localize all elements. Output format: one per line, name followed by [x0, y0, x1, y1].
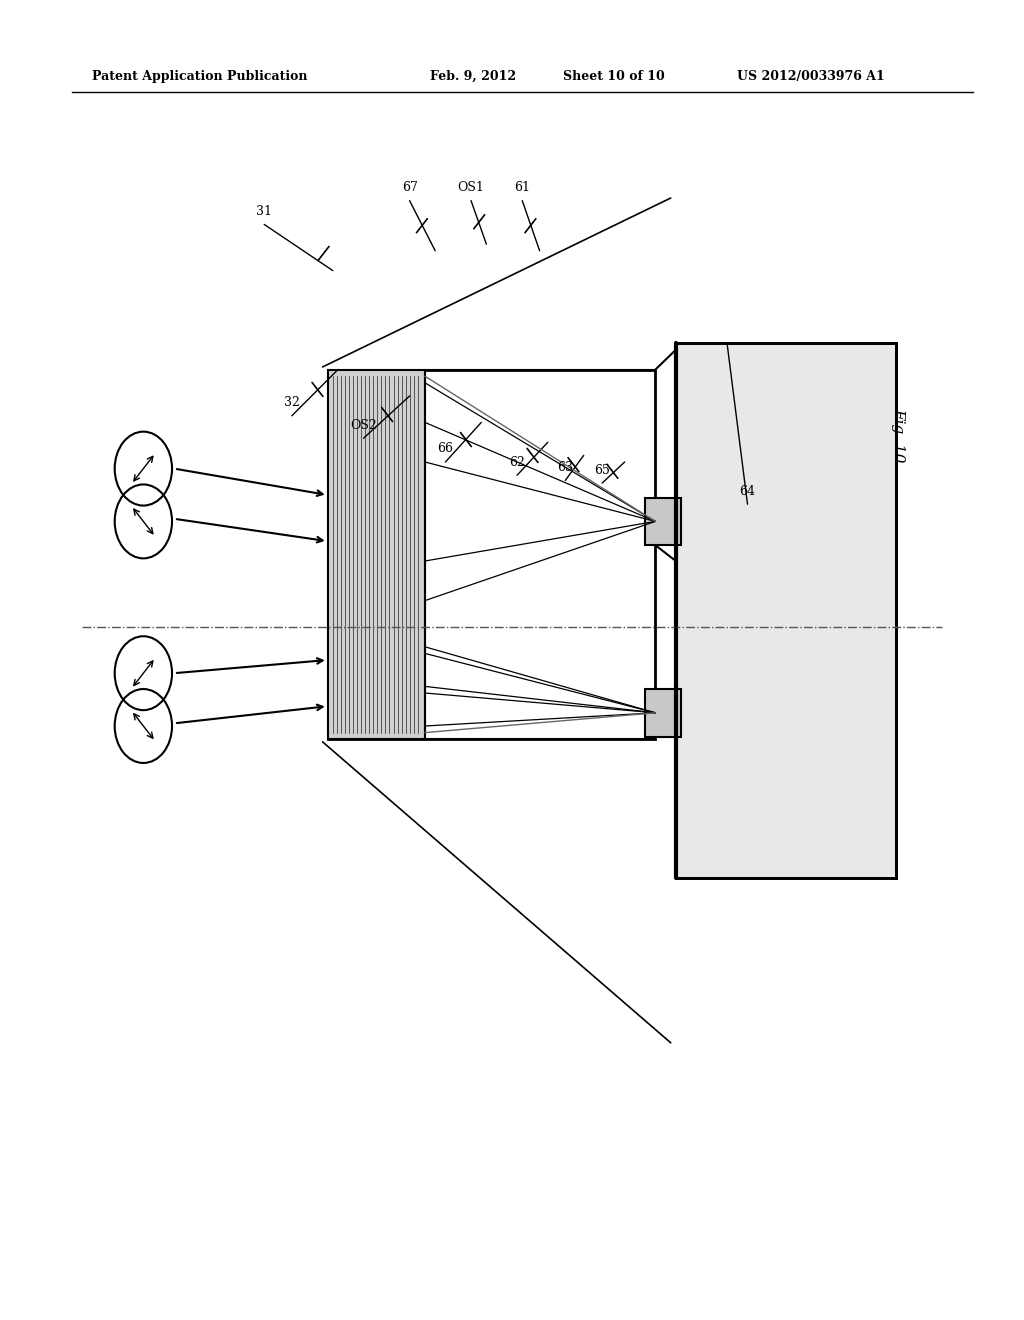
- Bar: [676, 343, 896, 878]
- Text: 32: 32: [284, 396, 300, 409]
- Text: Fig. 10: Fig. 10: [891, 408, 905, 463]
- Text: Patent Application Publication: Patent Application Publication: [92, 70, 307, 83]
- Text: 65: 65: [594, 463, 610, 477]
- Text: 64: 64: [739, 484, 756, 498]
- Text: 67: 67: [401, 181, 418, 194]
- Text: 31: 31: [256, 205, 272, 218]
- Text: Feb. 9, 2012: Feb. 9, 2012: [430, 70, 516, 83]
- Text: 61: 61: [514, 181, 530, 194]
- Bar: [676, 343, 896, 878]
- Bar: [645, 689, 681, 737]
- Text: US 2012/0033976 A1: US 2012/0033976 A1: [737, 70, 885, 83]
- Bar: [328, 370, 655, 739]
- Text: 62: 62: [509, 455, 525, 469]
- Text: 63: 63: [557, 461, 573, 474]
- Text: 66: 66: [437, 442, 454, 455]
- Text: OS2: OS2: [350, 418, 377, 432]
- Bar: [645, 498, 681, 545]
- Text: OS1: OS1: [458, 181, 484, 194]
- Text: Sheet 10 of 10: Sheet 10 of 10: [563, 70, 665, 83]
- Bar: [328, 370, 425, 739]
- Bar: [328, 370, 425, 739]
